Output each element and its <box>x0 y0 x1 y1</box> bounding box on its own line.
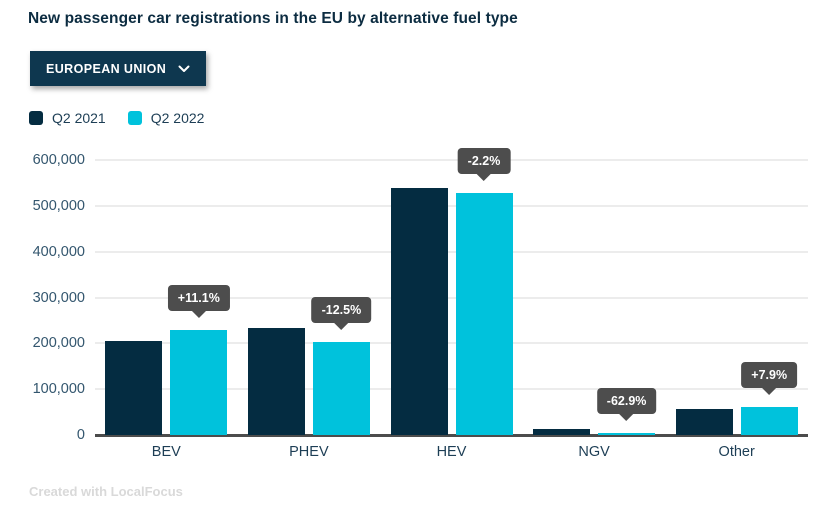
gridline <box>95 250 808 253</box>
chart-legend: Q2 2021 Q2 2022 <box>29 110 204 126</box>
y-tick-label: 200,000 <box>32 335 85 352</box>
change-label-hev: -2.2% <box>457 148 511 181</box>
region-dropdown-label: EUROPEAN UNION <box>46 61 167 76</box>
x-category-label-hev: HEV <box>436 444 467 460</box>
y-tick-label: 400,000 <box>32 243 85 260</box>
credit-text: Created with LocalFocus <box>29 484 183 499</box>
legend-label: Q2 2022 <box>150 110 205 126</box>
bar-q2-2021-phev[interactable] <box>247 328 305 435</box>
x-category-label-ngv: NGV <box>578 444 610 460</box>
y-tick-label: 0 <box>76 427 85 443</box>
legend-item-q2-2022[interactable]: Q2 2022 <box>127 110 205 126</box>
gridline <box>95 296 808 299</box>
legend-item-q2-2021[interactable]: Q2 2021 <box>29 110 106 126</box>
gridline <box>95 342 808 345</box>
y-tick-label: 500,000 <box>32 197 85 214</box>
bar-q2-2022-bev[interactable] <box>170 330 228 435</box>
gridline <box>95 159 808 161</box>
change-label-phev: -12.5% <box>311 296 372 330</box>
bar-q2-2022-other[interactable] <box>740 406 798 435</box>
gridline <box>95 388 808 391</box>
x-axis-line <box>95 433 808 437</box>
legend-label: Q2 2021 <box>52 110 106 126</box>
bar-q2-2022-phev[interactable] <box>312 341 370 435</box>
bar-q2-2021-hev[interactable] <box>390 187 448 435</box>
bar-q2-2022-hev[interactable] <box>455 193 513 435</box>
legend-swatch <box>127 111 142 125</box>
change-label-ngv: -62.9% <box>596 387 657 421</box>
x-category-label-phev: PHEV <box>289 444 329 460</box>
legend-swatch <box>29 111 43 125</box>
x-category-label-bev: BEV <box>151 444 181 460</box>
y-tick-label: 600,000 <box>32 152 85 168</box>
x-category-label-other: Other <box>718 444 755 460</box>
change-label-other: +7.9% <box>741 361 798 395</box>
page-title: New passenger car registrations in the E… <box>28 10 518 27</box>
y-tick-label: 300,000 <box>32 289 85 306</box>
change-label-bev: +11.1% <box>167 285 230 318</box>
bar-q2-2021-other[interactable] <box>675 408 733 435</box>
bar-q2-2021-ngv[interactable] <box>533 428 591 435</box>
y-tick-label: 100,000 <box>32 381 85 398</box>
chevron-down-icon <box>178 65 190 72</box>
gridline <box>95 204 808 207</box>
bar-q2-2022-ngv[interactable] <box>598 432 656 435</box>
region-dropdown-button[interactable]: EUROPEAN UNION <box>30 51 207 86</box>
bar-q2-2021-bev[interactable] <box>105 340 163 435</box>
